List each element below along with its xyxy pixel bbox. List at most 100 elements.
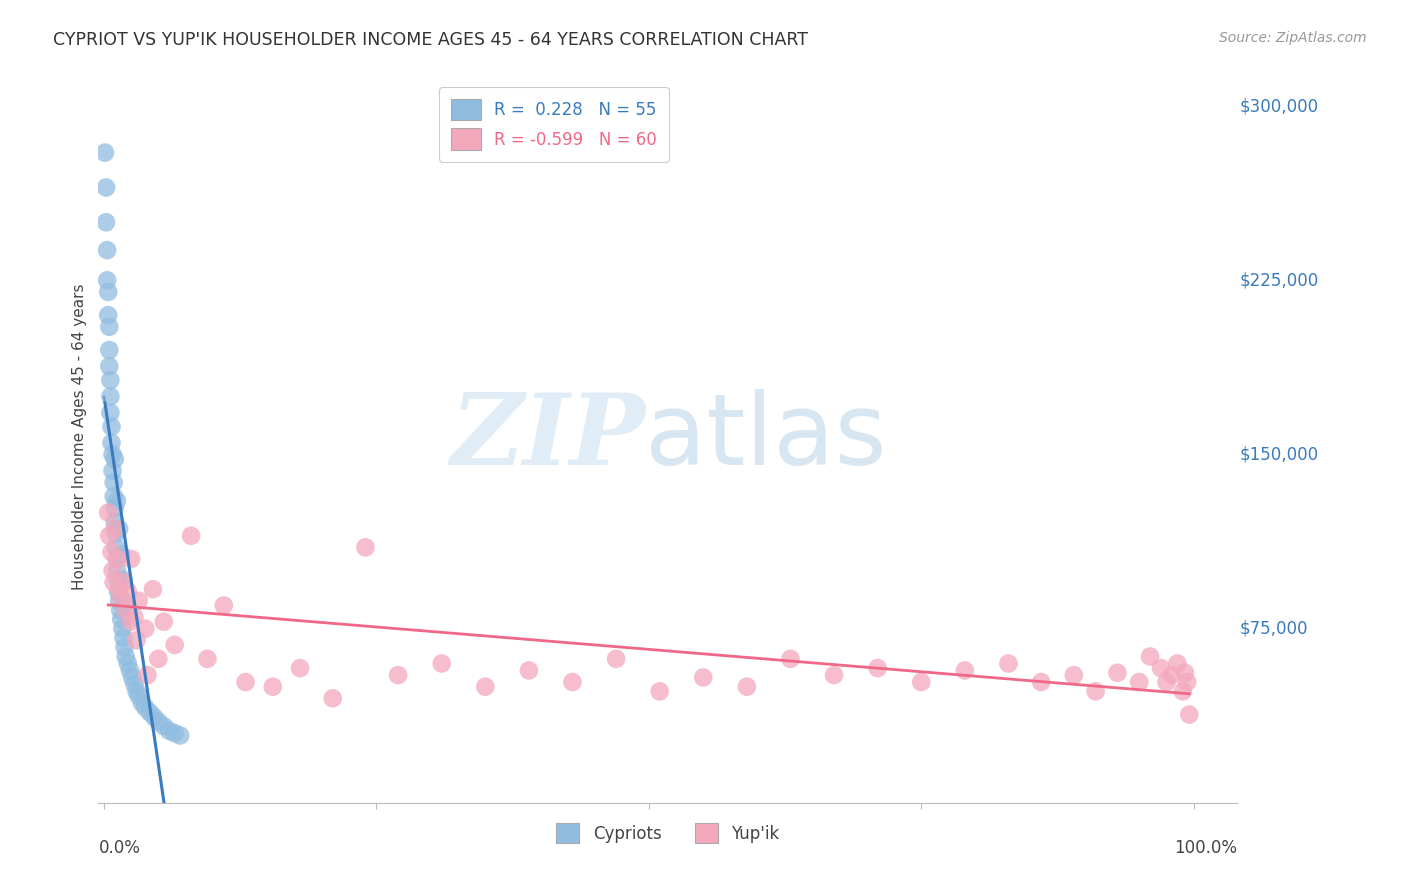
Point (866, 661, 889, 675)
Point (1160, 668, 1182, 682)
Legend: Cypriots, Yup'ik: Cypriots, Yup'ik (550, 817, 786, 849)
Point (1174, 665, 1197, 680)
Point (114, 603, 136, 617)
Text: $300,000: $300,000 (1240, 97, 1319, 115)
Point (474, 680, 496, 694)
Point (823, 668, 845, 682)
Point (134, 700, 156, 714)
Point (110, 612, 132, 626)
Point (112, 575, 135, 590)
Point (131, 696, 153, 710)
Point (180, 529, 202, 543)
Point (97, 506, 120, 520)
Point (94, 145, 117, 160)
Point (112, 573, 135, 587)
Point (96, 273, 118, 287)
Point (125, 684, 148, 698)
Point (953, 664, 976, 678)
Point (1139, 649, 1161, 664)
Point (1178, 707, 1201, 722)
Point (105, 494, 128, 508)
Point (101, 464, 124, 478)
Point (121, 670, 143, 684)
Text: $75,000: $75,000 (1240, 620, 1308, 638)
Text: ZIP: ZIP (450, 389, 645, 485)
Point (94, 215, 117, 229)
Point (111, 622, 134, 636)
Point (163, 638, 186, 652)
Point (910, 675, 932, 690)
Point (138, 705, 160, 719)
Point (100, 373, 122, 387)
Point (262, 680, 284, 694)
Point (107, 573, 129, 587)
Point (98, 343, 121, 357)
Point (100, 419, 122, 434)
Point (100, 389, 122, 403)
Point (110, 547, 132, 561)
Point (1029, 675, 1052, 690)
Point (779, 652, 801, 666)
Point (648, 684, 671, 698)
Point (103, 489, 125, 503)
Point (103, 575, 125, 590)
Point (124, 610, 146, 624)
Point (97, 285, 120, 299)
Point (354, 541, 377, 555)
Point (110, 603, 132, 617)
Point (235, 675, 257, 690)
Point (97, 308, 120, 322)
Point (430, 657, 453, 671)
Point (735, 680, 758, 694)
Point (143, 710, 166, 724)
Point (124, 677, 146, 691)
Point (114, 649, 136, 664)
Text: $150,000: $150,000 (1240, 445, 1319, 464)
Point (104, 500, 127, 515)
Point (157, 723, 180, 738)
Point (105, 552, 128, 566)
Point (117, 584, 139, 599)
Point (128, 594, 150, 608)
Point (108, 582, 131, 597)
Text: Source: ZipAtlas.com: Source: ZipAtlas.com (1219, 31, 1367, 45)
Point (104, 526, 127, 541)
Point (517, 664, 540, 678)
Point (148, 652, 170, 666)
Point (114, 596, 136, 610)
Point (387, 668, 409, 682)
Text: 100.0%: 100.0% (1174, 839, 1237, 857)
Point (1063, 668, 1085, 682)
Point (136, 668, 159, 682)
Point (322, 691, 344, 706)
Point (1166, 657, 1188, 671)
Point (104, 522, 127, 536)
Point (561, 675, 583, 690)
Point (163, 726, 186, 740)
Point (105, 564, 128, 578)
Point (1107, 665, 1129, 680)
Point (153, 615, 176, 629)
Point (104, 541, 127, 555)
Point (1150, 661, 1173, 675)
Point (1128, 675, 1150, 690)
Point (605, 652, 627, 666)
Point (98, 319, 121, 334)
Point (1171, 684, 1194, 698)
Point (110, 591, 132, 606)
Point (197, 652, 219, 666)
Point (105, 552, 128, 566)
Point (1084, 684, 1107, 698)
Point (98, 359, 121, 374)
Point (94, 180, 117, 194)
Text: CYPRIOT VS YUP'IK HOUSEHOLDER INCOME AGES 45 - 64 YEARS CORRELATION CHART: CYPRIOT VS YUP'IK HOUSEHOLDER INCOME AGE… (53, 31, 808, 49)
Point (153, 719, 176, 733)
Point (125, 633, 148, 648)
Point (100, 436, 122, 450)
Point (108, 522, 131, 536)
Point (108, 594, 131, 608)
Point (103, 475, 125, 490)
Point (169, 729, 191, 743)
Point (692, 670, 714, 684)
Point (117, 657, 139, 671)
